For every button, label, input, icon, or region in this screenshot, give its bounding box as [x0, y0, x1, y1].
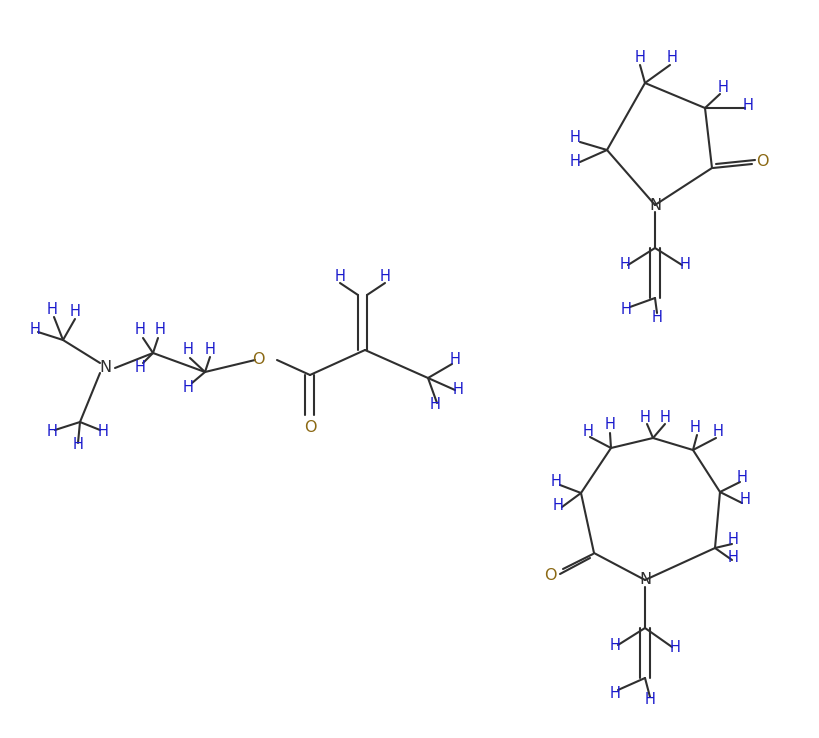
Text: N: N: [638, 573, 650, 587]
Text: N: N: [99, 360, 111, 376]
Text: H: H: [134, 360, 145, 376]
Text: H: H: [97, 424, 108, 440]
Text: H: H: [717, 80, 727, 95]
Text: H: H: [379, 269, 390, 285]
Text: H: H: [204, 342, 215, 357]
Text: H: H: [134, 323, 145, 337]
Text: H: H: [726, 551, 738, 565]
Text: O: O: [303, 421, 316, 435]
Text: H: H: [620, 303, 631, 317]
Text: H: H: [735, 471, 747, 486]
Text: H: H: [666, 49, 676, 64]
Text: H: H: [739, 492, 749, 508]
Text: H: H: [581, 424, 593, 440]
Text: O: O: [543, 568, 555, 584]
Text: H: H: [712, 424, 722, 440]
Text: H: H: [47, 424, 57, 440]
Text: H: H: [689, 421, 699, 435]
Text: H: H: [726, 533, 738, 548]
Text: H: H: [604, 418, 615, 432]
Text: H: H: [29, 323, 40, 337]
Text: H: H: [334, 269, 345, 285]
Text: H: H: [569, 154, 580, 170]
Text: H: H: [679, 258, 690, 272]
Text: H: H: [609, 638, 620, 652]
Text: H: H: [183, 381, 193, 396]
Text: H: H: [183, 342, 193, 357]
Text: H: H: [429, 398, 440, 413]
Text: H: H: [639, 410, 649, 426]
Text: H: H: [569, 129, 580, 145]
Text: H: H: [72, 438, 84, 452]
Text: H: H: [452, 382, 463, 398]
Text: H: H: [609, 686, 620, 700]
Text: H: H: [742, 97, 753, 112]
Text: H: H: [634, 49, 645, 64]
Text: H: H: [47, 303, 57, 317]
Text: O: O: [755, 154, 767, 170]
Text: N: N: [648, 198, 660, 213]
Text: H: H: [651, 311, 662, 325]
Text: H: H: [550, 475, 561, 489]
Text: H: H: [669, 641, 680, 655]
Text: O: O: [251, 353, 264, 368]
Text: H: H: [154, 323, 165, 337]
Text: H: H: [552, 497, 563, 512]
Text: H: H: [658, 410, 670, 426]
Text: H: H: [449, 353, 460, 368]
Text: H: H: [619, 258, 630, 272]
Text: H: H: [644, 692, 654, 708]
Text: H: H: [70, 305, 80, 320]
